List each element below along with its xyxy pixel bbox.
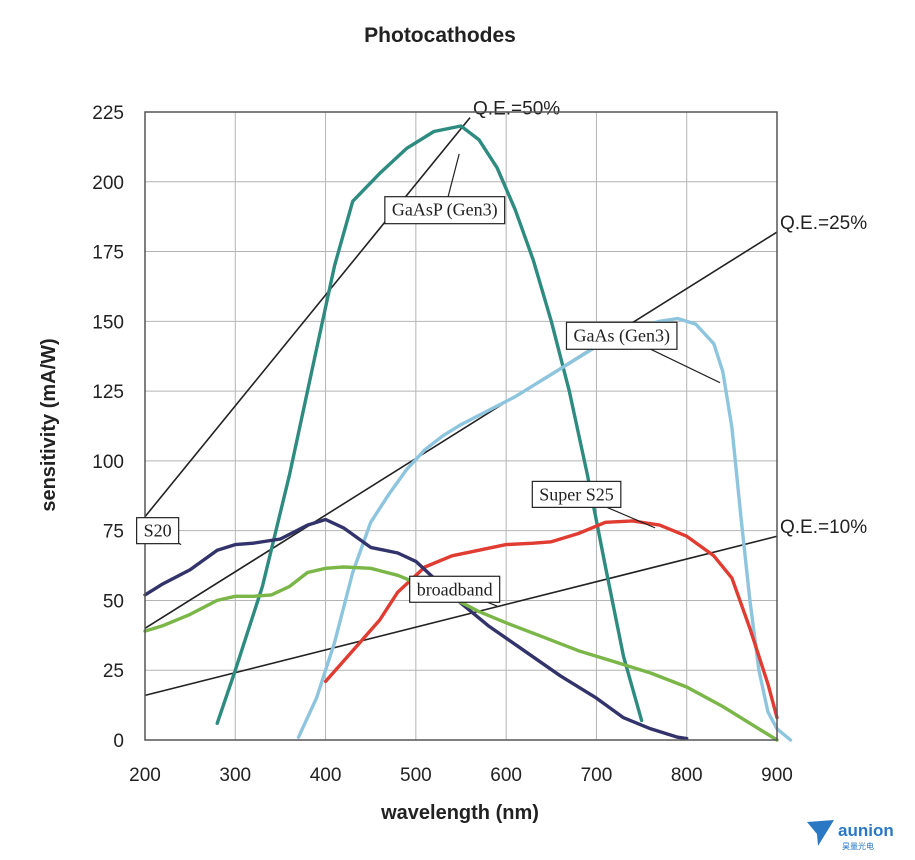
y-tick-label: 50 xyxy=(103,591,124,612)
qe-line xyxy=(144,535,778,697)
x-tick-label: 400 xyxy=(310,765,342,786)
annotation-label: Super S25 xyxy=(539,484,614,504)
x-tick-label: 200 xyxy=(129,765,161,786)
qe-line xyxy=(144,117,471,518)
series-line-4 xyxy=(143,565,779,742)
axis-ticks: 200 300 400 500 600 700 800 900 0 25 50 75 100 125 150… xyxy=(92,103,793,786)
series-annotations: GaAsP (Gen3) GaAs (Gen3) Super S25 S20 broad… xyxy=(136,153,721,607)
annotation-label: GaAs (Gen3) xyxy=(573,325,669,346)
y-tick-label: 25 xyxy=(103,661,124,682)
annotation-box: Super S25 xyxy=(531,480,622,508)
annotation-label: GaAsP (Gen3) xyxy=(392,200,498,221)
y-tick-label: 200 xyxy=(92,173,124,194)
qe-label: Q.E.=10% xyxy=(780,517,867,538)
y-tick-label: 100 xyxy=(92,452,124,473)
y-tick-label: 150 xyxy=(92,312,124,333)
x-tick-label: 700 xyxy=(581,765,613,786)
qe-reference-lines: Q.E.=50% Q.E.=25% Q.E.=10% xyxy=(144,99,867,697)
annotation-frame xyxy=(136,517,180,545)
x-tick-label: 900 xyxy=(761,765,793,786)
chart-title: Photocathodes xyxy=(364,24,516,47)
annotation-box: broadband xyxy=(409,575,501,603)
x-tick-label: 800 xyxy=(671,765,703,786)
series-line-2 xyxy=(323,519,779,720)
x-axis-label: wavelength (nm) xyxy=(380,802,539,824)
qe-label: Q.E.=25% xyxy=(780,213,867,234)
y-axis-label: sensitivity (mA/W) xyxy=(38,338,60,511)
plot-frame xyxy=(144,111,778,741)
series-line-3 xyxy=(143,517,689,741)
series-line-0 xyxy=(215,124,644,725)
annotation-box: S20 xyxy=(136,517,180,545)
annotation-box: GaAs (Gen3) xyxy=(565,321,678,350)
y-tick-label: 75 xyxy=(103,522,124,543)
logo-icon xyxy=(807,820,834,846)
annotation-label: broadband xyxy=(417,579,493,599)
annotation-frame xyxy=(384,196,506,225)
annotation-frame xyxy=(565,321,678,350)
y-tick-label: 125 xyxy=(92,382,124,403)
y-tick-label: 175 xyxy=(92,243,124,264)
x-tick-label: 300 xyxy=(219,765,251,786)
annotation-frame xyxy=(409,575,501,603)
x-tick-label: 500 xyxy=(400,765,432,786)
annotation-box: GaAsP (Gen3) xyxy=(384,196,506,225)
annotation-frame xyxy=(531,480,622,508)
qe-label: Q.E.=50% xyxy=(473,99,560,120)
logo-text: aunion xyxy=(838,821,894,840)
annotation-label: S20 xyxy=(144,521,172,541)
x-tick-label: 600 xyxy=(490,765,522,786)
logo-subtitle: 昊量光电 xyxy=(842,841,874,851)
logo: aunion 昊量光电 xyxy=(807,820,894,851)
qe-line xyxy=(144,231,778,630)
y-tick-label: 225 xyxy=(92,103,124,124)
y-tick-label: 0 xyxy=(113,731,124,752)
